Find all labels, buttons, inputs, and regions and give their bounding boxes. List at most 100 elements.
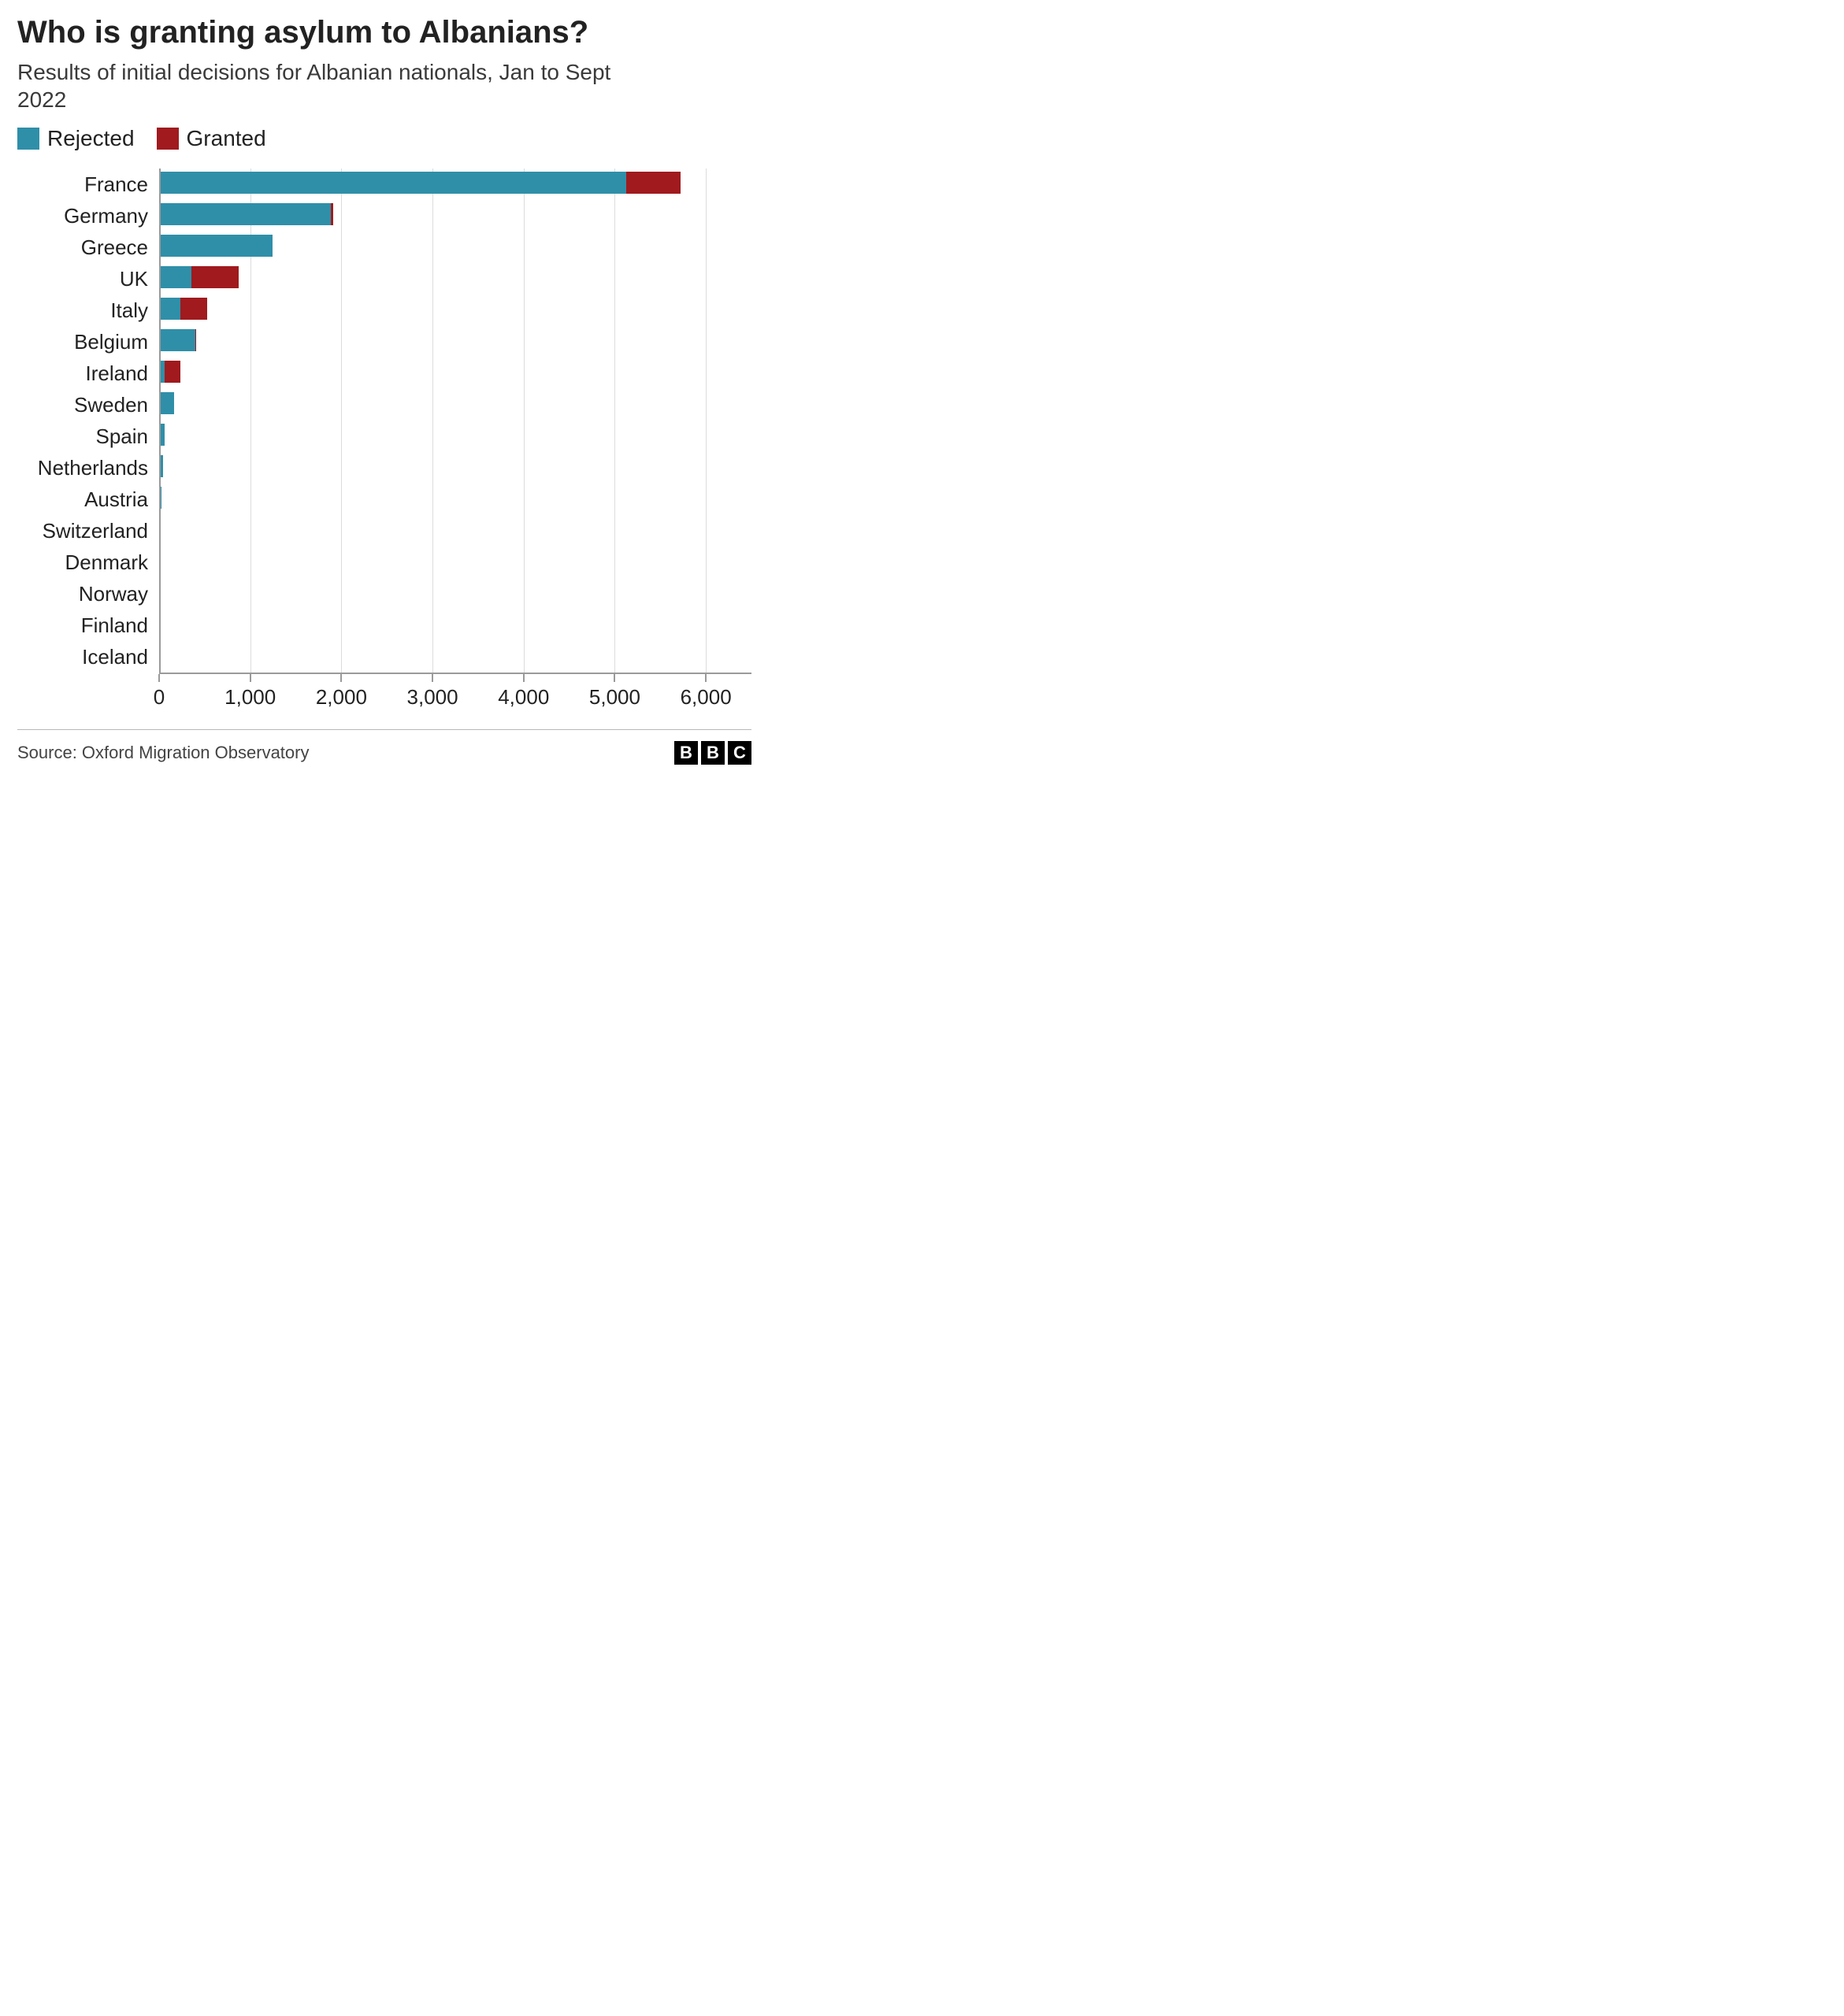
table-row: Germany (17, 200, 751, 232)
table-row: Spain (17, 421, 751, 452)
table-row: Finland (17, 610, 751, 641)
bar-stack (161, 200, 751, 228)
bar-segment-rejected (161, 298, 180, 320)
bar-track (159, 484, 751, 515)
bar-track (159, 610, 751, 641)
x-tick-label: 3,000 (407, 685, 458, 710)
x-tick-label: 1,000 (224, 685, 276, 710)
bbc-logo-b2: B (701, 741, 725, 765)
bar-stack (161, 421, 751, 449)
country-label: Ireland (17, 361, 159, 386)
bar-stack (161, 641, 751, 669)
x-tick-mark (614, 674, 615, 682)
bar-stack (161, 326, 751, 354)
x-tick-label: 6,000 (681, 685, 732, 710)
country-label: Finland (17, 613, 159, 638)
bar-segment-rejected (161, 172, 626, 194)
country-label: Switzerland (17, 519, 159, 543)
bar-stack (161, 515, 751, 543)
legend: Rejected Granted (17, 126, 751, 151)
x-tick-label: 4,000 (498, 685, 549, 710)
bbc-logo-b1: B (674, 741, 698, 765)
bar-track (159, 200, 751, 232)
bar-stack (161, 169, 751, 197)
legend-label-granted: Granted (187, 126, 266, 151)
country-label: Belgium (17, 330, 159, 354)
bar-stack (161, 610, 751, 638)
country-label: Iceland (17, 645, 159, 669)
bar-stack (161, 358, 751, 386)
bar-segment-rejected (161, 203, 331, 225)
country-label: Denmark (17, 550, 159, 575)
x-tick-mark (523, 674, 525, 682)
bar-track (159, 263, 751, 295)
bar-segment-rejected (161, 424, 165, 446)
bar-stack (161, 578, 751, 606)
x-tick-mark (158, 674, 160, 682)
chart-plot-area: FranceGermanyGreeceUKItalyBelgiumIreland… (17, 169, 751, 715)
bbc-logo-c: C (728, 741, 751, 765)
table-row: Italy (17, 295, 751, 326)
bar-segment-granted (195, 329, 196, 351)
bar-stack (161, 295, 751, 323)
legend-swatch-rejected (17, 128, 39, 150)
bar-segment-rejected (161, 235, 273, 257)
x-tick-mark (432, 674, 433, 682)
country-label: Austria (17, 487, 159, 512)
bar-segment-granted (626, 172, 681, 194)
chart-subtitle: Results of initial decisions for Albania… (17, 58, 663, 113)
bar-track (159, 295, 751, 326)
x-tick-label: 0 (154, 685, 165, 710)
country-label: Germany (17, 204, 159, 228)
country-label: France (17, 172, 159, 197)
x-axis: 01,0002,0003,0004,0005,0006,000 (159, 674, 751, 715)
table-row: France (17, 169, 751, 200)
bar-track (159, 326, 751, 358)
x-tick-mark (250, 674, 251, 682)
footer: Source: Oxford Migration Observatory B B… (17, 729, 751, 779)
chart-container: Who is granting asylum to Albanians? Res… (0, 0, 769, 779)
country-label: Norway (17, 582, 159, 606)
bars-area: FranceGermanyGreeceUKItalyBelgiumIreland… (17, 169, 751, 673)
bar-stack (161, 452, 751, 480)
x-tick-label: 5,000 (589, 685, 640, 710)
bar-track (159, 169, 751, 200)
legend-item-rejected: Rejected (17, 126, 135, 151)
table-row: Sweden (17, 389, 751, 421)
table-row: Norway (17, 578, 751, 610)
table-row: Ireland (17, 358, 751, 389)
table-row: Switzerland (17, 515, 751, 547)
country-label: Netherlands (17, 456, 159, 480)
bar-segment-granted (331, 203, 333, 225)
bar-segment-granted (165, 361, 181, 383)
bar-segment-granted (180, 298, 206, 320)
bar-stack (161, 389, 751, 417)
bar-segment-granted (191, 266, 239, 288)
country-label: UK (17, 267, 159, 291)
bar-track (159, 515, 751, 547)
legend-item-granted: Granted (157, 126, 266, 151)
bbc-logo: B B C (674, 741, 751, 765)
country-label: Spain (17, 424, 159, 449)
bar-track (159, 578, 751, 610)
chart-title: Who is granting asylum to Albanians? (17, 14, 751, 50)
country-label: Italy (17, 298, 159, 323)
x-tick-mark (705, 674, 707, 682)
bar-segment-rejected (161, 329, 195, 351)
table-row: Iceland (17, 641, 751, 673)
bar-stack (161, 263, 751, 291)
bar-stack (161, 232, 751, 260)
bar-track (159, 547, 751, 578)
legend-swatch-granted (157, 128, 179, 150)
source-text: Source: Oxford Migration Observatory (17, 743, 309, 763)
bar-track (159, 389, 751, 421)
bar-track (159, 641, 751, 673)
bar-track (159, 452, 751, 484)
table-row: Belgium (17, 326, 751, 358)
bar-stack (161, 484, 751, 512)
table-row: Denmark (17, 547, 751, 578)
bar-track (159, 232, 751, 263)
bar-segment-rejected (161, 392, 174, 414)
x-tick-label: 2,000 (316, 685, 367, 710)
table-row: Netherlands (17, 452, 751, 484)
